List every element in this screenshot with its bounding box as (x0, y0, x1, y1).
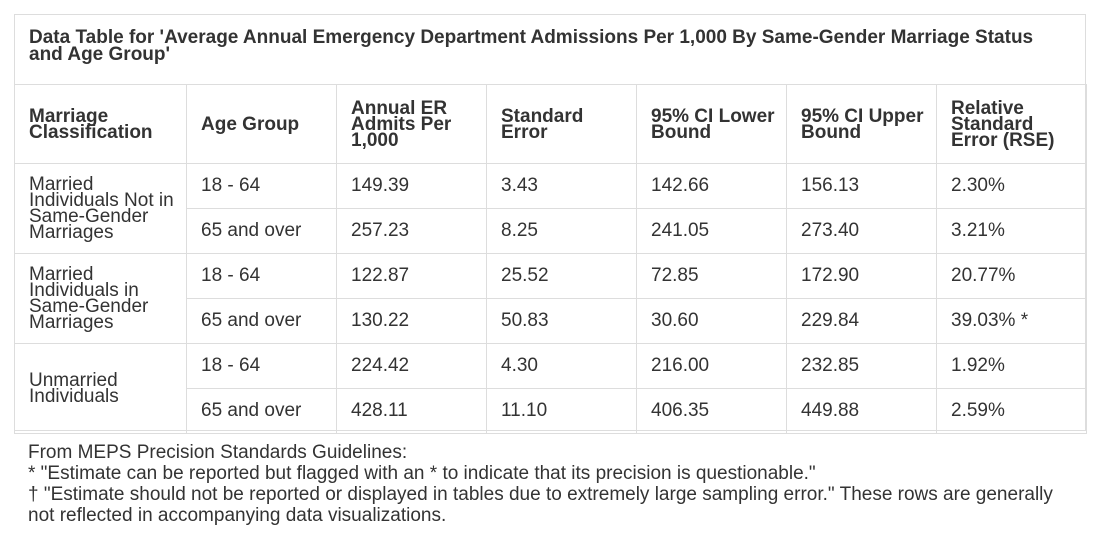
ci-upper-cell: 172.90 (786, 253, 937, 299)
standard-error-cell: 4.30 (486, 343, 637, 389)
ci-upper-cell: 229.84 (786, 298, 937, 344)
rse-cell: 1.92% (936, 343, 1087, 389)
group-label: Married Individuals in Same-Gender Marri… (14, 253, 187, 344)
column-header-annual-er-admits: Annual ER Admits Per 1,000 (336, 84, 487, 164)
ci-upper-cell: 273.40 (786, 208, 937, 254)
ci-lower-cell: 30.60 (636, 298, 787, 344)
ci-lower-cell: 241.05 (636, 208, 787, 254)
standard-error-cell: 50.83 (486, 298, 637, 344)
column-header-marriage-classification: Marriage Classification (14, 84, 187, 164)
ci-lower-cell: 216.00 (636, 343, 787, 389)
ci-lower-cell: 406.35 (636, 388, 787, 434)
rse-cell: 39.03% * (936, 298, 1087, 344)
ci-upper-cell: 449.88 (786, 388, 937, 434)
table-row: 65 and over 428.11 11.10 406.35 449.88 2… (15, 388, 1087, 434)
table-row: Married Individuals in Same-Gender Marri… (14, 253, 1087, 344)
column-header-ci-upper: 95% CI Upper Bound (786, 84, 937, 164)
rse-cell: 3.21% (936, 208, 1087, 254)
admits-cell: 130.22 (336, 298, 487, 344)
standard-error-cell: 8.25 (486, 208, 637, 254)
ci-lower-cell: 142.66 (636, 163, 787, 209)
admits-cell: 257.23 (336, 208, 487, 254)
table-row: 65 and over 130.22 50.83 30.60 229.84 39… (15, 298, 1087, 344)
standard-error-cell: 11.10 (486, 388, 637, 434)
footnote-heading: From MEPS Precision Standards Guidelines… (28, 442, 408, 463)
admits-cell: 428.11 (336, 388, 487, 434)
age-group-cell: 18 - 64 (186, 163, 337, 209)
ci-upper-cell: 156.13 (786, 163, 937, 209)
footnotes: From MEPS Precision Standards Guidelines… (28, 442, 1078, 526)
footnote-asterisk: * "Estimate can be reported but flagged … (28, 463, 816, 484)
data-table: Marriage Classification Age Group Annual… (14, 84, 1087, 434)
column-header-rse: Relative Standard Error (RSE) (936, 84, 1087, 164)
age-group-cell: 65 and over (186, 298, 337, 344)
standard-error-cell: 25.52 (486, 253, 637, 299)
table-row: Unmarried Individuals 18 - 64 224.42 4.3… (14, 343, 1087, 434)
standard-error-cell: 3.43 (486, 163, 637, 209)
column-header-ci-lower: 95% CI Lower Bound (636, 84, 787, 164)
table-row: 65 and over 257.23 8.25 241.05 273.40 3.… (15, 208, 1087, 254)
group-label: Married Individuals Not in Same-Gender M… (14, 163, 187, 254)
ci-upper-cell: 232.85 (786, 343, 937, 389)
column-header-standard-error: Standard Error (486, 84, 637, 164)
rse-cell: 2.59% (936, 388, 1087, 434)
header-row: Marriage Classification Age Group Annual… (14, 84, 1087, 164)
group-label: Unmarried Individuals (14, 343, 187, 434)
table-title: Data Table for 'Average Annual Emergency… (29, 27, 1034, 65)
age-group-cell: 18 - 64 (186, 253, 337, 299)
admits-cell: 224.42 (336, 343, 487, 389)
column-header-age-group: Age Group (186, 84, 337, 164)
admits-cell: 122.87 (336, 253, 487, 299)
age-group-cell: 65 and over (186, 388, 337, 434)
rse-cell: 20.77% (936, 253, 1087, 299)
rse-cell: 2.30% (936, 163, 1087, 209)
footnote-dagger: † "Estimate should not be reported or di… (28, 484, 1053, 526)
age-group-cell: 65 and over (186, 208, 337, 254)
admits-cell: 149.39 (336, 163, 487, 209)
ci-lower-cell: 72.85 (636, 253, 787, 299)
table-row: Married Individuals Not in Same-Gender M… (14, 163, 1087, 254)
age-group-cell: 18 - 64 (186, 343, 337, 389)
